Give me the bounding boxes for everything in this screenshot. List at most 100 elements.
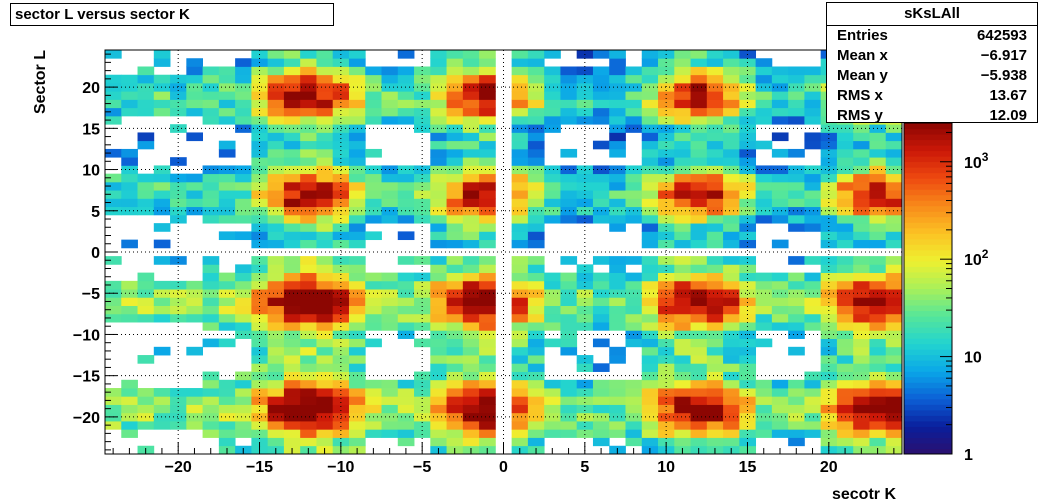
heatmap-cell: [235, 330, 252, 339]
heatmap-cell: [609, 58, 626, 67]
heatmap-cell: [397, 272, 415, 282]
heatmap-cell: [527, 421, 545, 430]
heatmap-cell: [511, 363, 529, 372]
heatmap-cell: [267, 437, 285, 447]
heatmap-cell: [527, 148, 545, 158]
heatmap-cell: [804, 379, 822, 389]
heatmap-cell: [283, 181, 301, 191]
heatmap-cell: [479, 140, 496, 150]
heatmap-cell: [283, 190, 301, 199]
heatmap-cell: [397, 412, 415, 422]
heatmap-cell: [641, 198, 659, 208]
heatmap-cell: [430, 148, 447, 158]
heatmap-cell: [186, 58, 203, 67]
heatmap-cell: [105, 50, 122, 59]
heatmap-cell: [283, 396, 301, 405]
heatmap-cell: [121, 313, 138, 323]
heatmap-cell: [885, 338, 903, 348]
heatmap-cell: [592, 396, 610, 405]
heatmap-cell: [576, 363, 594, 372]
heatmap-cell: [283, 124, 301, 133]
heatmap-cell: [267, 107, 285, 117]
heatmap-cell: [348, 297, 366, 306]
heatmap-cell: [804, 66, 822, 76]
heatmap-cell: [430, 280, 447, 290]
heatmap-cell: [381, 297, 399, 306]
heatmap-cell: [430, 132, 447, 142]
heatmap-cell: [251, 305, 269, 315]
heatmap-cell: [706, 396, 724, 405]
heatmap-cell: [869, 239, 887, 249]
heatmap-cell: [723, 107, 740, 117]
heatmap-cell: [820, 305, 838, 315]
heatmap-cell: [592, 198, 610, 208]
heatmap-cell: [658, 297, 675, 306]
heatmap-cell: [641, 231, 659, 241]
heatmap-cell: [625, 338, 643, 348]
heatmap-cell: [739, 99, 757, 109]
heatmap-cell: [658, 165, 675, 175]
heatmap-cell: [690, 289, 708, 298]
heatmap-cell: [739, 132, 757, 142]
heatmap-cell: [462, 231, 480, 241]
heatmap-cell: [397, 379, 415, 389]
heatmap-cell: [706, 264, 724, 274]
heatmap-cell: [381, 173, 399, 183]
heatmap-cell: [511, 140, 529, 150]
heatmap-cell: [723, 66, 740, 76]
heatmap-cell: [218, 289, 236, 298]
heatmap-cell: [348, 280, 366, 290]
heatmap-cell: [283, 66, 301, 76]
heatmap-cell: [462, 91, 480, 100]
heatmap-cell: [235, 429, 252, 438]
heatmap-cell: [381, 99, 399, 109]
heatmap-cell: [625, 404, 643, 414]
heatmap-cell: [235, 99, 252, 109]
heatmap-cell: [592, 305, 610, 315]
heatmap-cell: [706, 437, 724, 447]
heatmap-cell: [723, 404, 740, 414]
heatmap-cell: [723, 99, 740, 109]
heatmap-cell: [706, 313, 724, 323]
heatmap-cell: [869, 322, 887, 331]
heatmap-cell: [300, 148, 317, 158]
heatmap-cell: [771, 272, 789, 282]
heatmap-cell: [641, 280, 659, 290]
heatmap-cell: [462, 297, 480, 306]
heatmap-cell: [218, 66, 236, 76]
heatmap-cell: [283, 280, 301, 290]
heatmap-cell: [885, 313, 903, 323]
heatmap-cell: [658, 82, 675, 92]
heatmap-cell: [885, 165, 903, 175]
heatmap-cell: [674, 198, 691, 208]
heatmap-cell: [251, 379, 269, 389]
heatmap-cell: [235, 115, 252, 125]
heatmap-cell: [674, 396, 691, 405]
heatmap-cell: [739, 91, 757, 100]
heatmap-cell: [316, 231, 334, 241]
heatmap-cell: [105, 74, 122, 84]
heatmap-cell: [690, 379, 708, 389]
heatmap-cell: [348, 338, 366, 348]
heatmap-cell: [674, 305, 691, 315]
heatmap-cell: [739, 421, 757, 430]
heatmap-cell: [804, 223, 822, 232]
heatmap-cell: [771, 74, 789, 84]
heatmap-cell: [576, 305, 594, 315]
heatmap-cell: [544, 396, 561, 405]
heatmap-cell: [479, 313, 496, 323]
heatmap-cell: [788, 421, 805, 430]
y-tick-label: −20: [73, 410, 100, 427]
heatmap-cell: [723, 421, 740, 430]
heatmap-cell: [625, 181, 643, 191]
heatmap-cell: [414, 371, 431, 381]
heatmap-cell: [202, 107, 220, 117]
color-scale-label: 102: [964, 247, 989, 269]
heatmap-cell: [788, 396, 805, 405]
heatmap-cell: [788, 107, 805, 117]
heatmap-cell: [609, 313, 626, 323]
x-tick-label: −10: [327, 459, 354, 476]
heatmap-cell: [267, 115, 285, 125]
heatmap-cell: [755, 388, 773, 397]
